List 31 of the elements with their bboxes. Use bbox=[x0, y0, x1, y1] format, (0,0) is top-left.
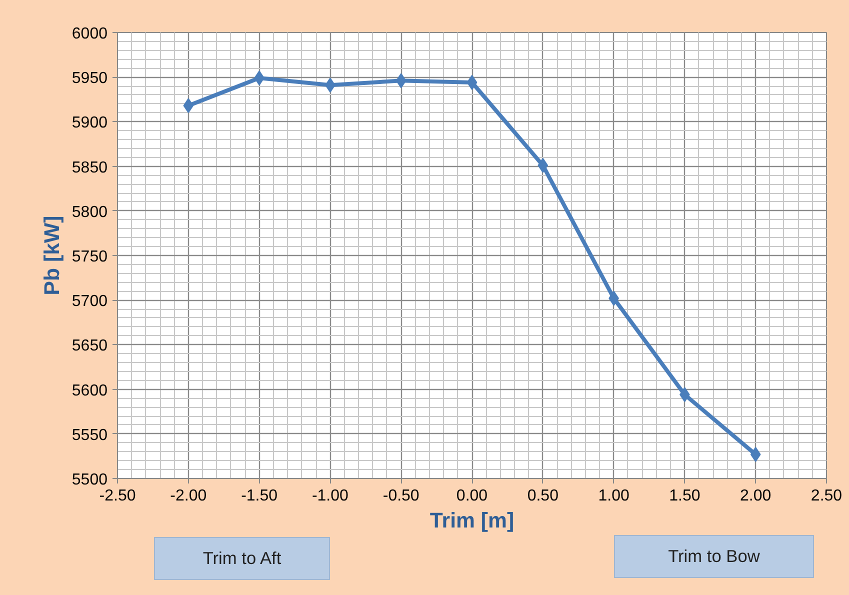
y-tick-label: 5600 bbox=[72, 382, 108, 400]
x-tick-label: 2.50 bbox=[810, 488, 842, 504]
x-axis-title: Trim [m] bbox=[430, 508, 514, 532]
text: Trim to Aft bbox=[202, 547, 282, 570]
x-tick-label: 1.00 bbox=[598, 488, 630, 504]
y-tick-label: 5500 bbox=[72, 472, 108, 488]
y-tick-label: 5800 bbox=[72, 204, 108, 221]
x-tick-label: 2.00 bbox=[740, 488, 772, 504]
point bbox=[466, 74, 478, 90]
x-tick-label: -1.00 bbox=[312, 488, 349, 504]
y-tick-label: 6000 bbox=[72, 26, 108, 42]
y-tick-label: 5550 bbox=[72, 426, 108, 444]
y-tick-label: 5950 bbox=[72, 70, 108, 88]
x-tick-label: 0.50 bbox=[527, 488, 559, 504]
x-tick-label: -2.50 bbox=[99, 488, 136, 504]
y-tick-label: 5650 bbox=[72, 338, 108, 355]
point bbox=[183, 98, 194, 114]
y-tick-label: 5900 bbox=[72, 114, 108, 132]
y-tick-label: 5700 bbox=[72, 293, 108, 310]
x-tick-label: -2.00 bbox=[170, 488, 207, 504]
y-tick-label: 5750 bbox=[72, 248, 108, 266]
y-tick-label: 5850 bbox=[72, 159, 108, 176]
text: Trim to Bow bbox=[668, 545, 760, 568]
point bbox=[396, 73, 406, 88]
point bbox=[538, 158, 548, 173]
x-tick-label: 1.50 bbox=[669, 488, 700, 504]
y-axis-title: Pb [kW] bbox=[40, 216, 64, 296]
point bbox=[750, 446, 761, 462]
x-tick-label: -1.50 bbox=[241, 488, 278, 504]
x-tick-label: 0.00 bbox=[456, 488, 488, 504]
x-tick-label: -0.50 bbox=[382, 488, 420, 504]
